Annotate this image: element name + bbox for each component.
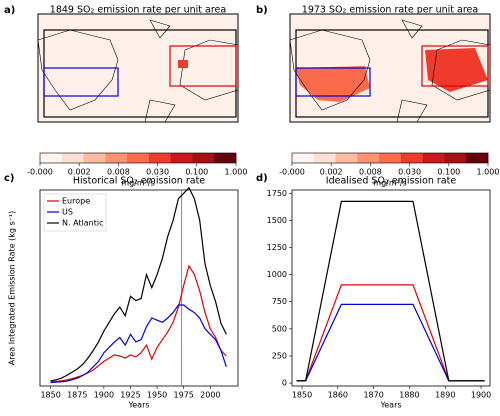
colorbar-frame bbox=[291, 152, 489, 164]
y-axis-label: Area Integrated Emission Rate (kg s⁻¹) bbox=[8, 211, 17, 366]
colorbar-cell bbox=[83, 153, 106, 163]
y-tick-label: 1000 bbox=[267, 270, 287, 279]
series-line bbox=[50, 186, 227, 382]
x-tick-label: 1975 bbox=[174, 391, 194, 400]
colorbar-tick-label: 0.008 bbox=[107, 168, 130, 177]
colorbar-cell bbox=[335, 153, 358, 163]
chart-title: Idealised SO₂ emission rate bbox=[326, 176, 457, 187]
series-line bbox=[50, 264, 227, 383]
colorbar-cell bbox=[170, 153, 193, 163]
x-tick-label: 1950 bbox=[147, 391, 167, 400]
x-tick-label: 1925 bbox=[120, 391, 140, 400]
y-tick-label: 1750 bbox=[267, 189, 287, 198]
map-title: 1973 SO₂ emission rate per unit area bbox=[302, 5, 478, 16]
colorbar-cell bbox=[422, 153, 445, 163]
colorbar-cell bbox=[292, 153, 315, 163]
series-line bbox=[296, 303, 485, 382]
colorbar-cell bbox=[105, 153, 128, 163]
legend-label: Europe bbox=[62, 197, 90, 206]
series-line bbox=[296, 284, 485, 382]
colorbar-cell bbox=[444, 153, 467, 163]
colorbar-cell bbox=[379, 153, 402, 163]
x-axis-label: Years bbox=[127, 401, 149, 410]
x-tick-label: 1850 bbox=[292, 391, 312, 400]
panel-label: b) bbox=[256, 5, 268, 16]
panel-label: c) bbox=[4, 173, 15, 184]
series-line bbox=[50, 304, 227, 384]
colorbar-tick-label: -0.000 bbox=[279, 168, 305, 177]
series-line bbox=[296, 200, 485, 382]
colorbar-tick-label: 0.002 bbox=[320, 168, 343, 177]
colorbar-tick-label: 1.000 bbox=[225, 168, 248, 177]
plot-frame bbox=[39, 189, 239, 387]
colorbar-tick-label: 0.100 bbox=[437, 168, 460, 177]
x-axis-label: Years bbox=[379, 401, 401, 410]
colorbar-cell bbox=[357, 153, 380, 163]
colorbar-cell bbox=[148, 153, 171, 163]
y-tick-label: 0 bbox=[282, 379, 287, 388]
map-b bbox=[289, 13, 491, 123]
x-tick-label: 1880 bbox=[399, 391, 419, 400]
x-tick-label: 1890 bbox=[435, 391, 455, 400]
colorbar-cell bbox=[400, 153, 423, 163]
colorbar-cell bbox=[127, 153, 150, 163]
plot-frame bbox=[291, 189, 491, 387]
colorbar-tick-label: 0.030 bbox=[398, 168, 421, 177]
y-tick-label: 500 bbox=[272, 324, 287, 333]
colorbar-tick-label: 0.100 bbox=[185, 168, 208, 177]
panel-label: d) bbox=[256, 173, 268, 184]
map-title: 1849 SO₂ emission rate per unit area bbox=[50, 5, 226, 16]
colorbar-label: mg/m²/s bbox=[121, 179, 154, 188]
x-tick-label: 1870 bbox=[363, 391, 383, 400]
colorbar-frame bbox=[39, 152, 237, 164]
y-tick-label: 250 bbox=[272, 351, 287, 360]
y-tick-label: 750 bbox=[272, 297, 287, 306]
x-tick-label: 1850 bbox=[40, 391, 60, 400]
legend-label: N. Atlantic bbox=[62, 219, 104, 228]
x-tick-label: 2000 bbox=[200, 391, 220, 400]
x-tick-label: 1875 bbox=[67, 391, 87, 400]
colorbar-cell bbox=[466, 153, 489, 163]
map-a bbox=[37, 13, 239, 123]
chart-title: Historical SO₂ emission rate bbox=[73, 176, 205, 187]
colorbar-tick-label: 0.002 bbox=[68, 168, 91, 177]
colorbar-label: mg/m²/s bbox=[373, 179, 406, 188]
colorbar-cell bbox=[40, 153, 63, 163]
colorbar-tick-label: 1.000 bbox=[477, 168, 500, 177]
colorbar-cell bbox=[192, 153, 215, 163]
colorbar-cell bbox=[61, 153, 84, 163]
colorbar-cell bbox=[313, 153, 336, 163]
x-tick-label: 1860 bbox=[328, 391, 348, 400]
x-tick-label: 1900 bbox=[471, 391, 491, 400]
colorbar-tick-label: -0.000 bbox=[27, 168, 53, 177]
colorbar-cell bbox=[214, 153, 237, 163]
y-tick-label: 1500 bbox=[267, 216, 287, 225]
legend-label: US bbox=[62, 208, 73, 217]
panel-label: a) bbox=[4, 5, 15, 16]
colorbar-tick-label: 0.030 bbox=[146, 168, 169, 177]
x-tick-label: 1900 bbox=[94, 391, 114, 400]
colorbar-tick-label: 0.008 bbox=[359, 168, 382, 177]
y-tick-label: 1250 bbox=[267, 243, 287, 252]
